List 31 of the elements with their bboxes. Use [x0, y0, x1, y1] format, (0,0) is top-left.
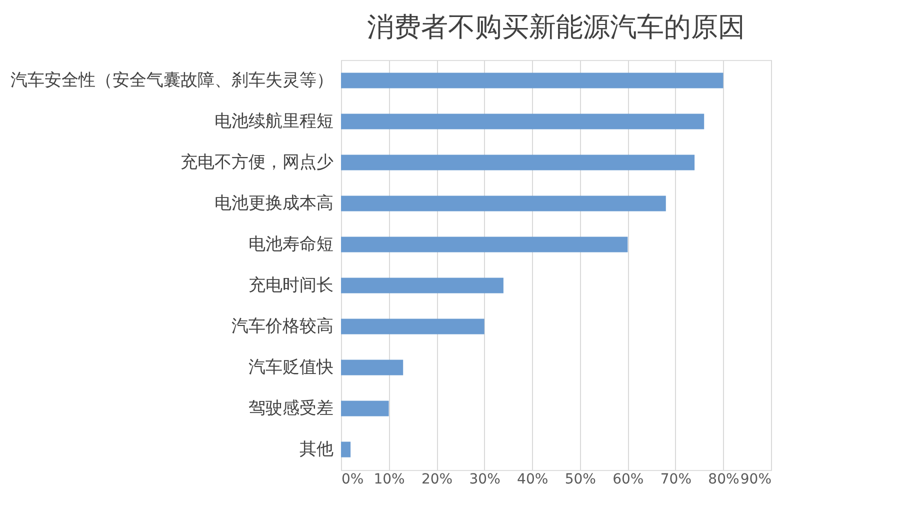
x-tick-label: 20%: [421, 472, 453, 488]
bar: [341, 72, 724, 88]
y-tick-label: 充电不方便，网点少: [180, 152, 334, 172]
y-tick-label: 电池更换成本高: [214, 194, 334, 214]
x-tick-label: 60%: [612, 472, 644, 488]
x-tick-label: 10%: [374, 472, 405, 488]
bar: [341, 442, 351, 458]
y-tick-label: 汽车安全性（安全气囊故障、刹车失灵等）: [10, 70, 334, 90]
y-tick-label: 汽车价格较高: [232, 316, 334, 336]
y-tick-label: 充电时间长: [248, 276, 334, 296]
x-tick-label: 40%: [517, 472, 548, 488]
bar: [341, 114, 704, 130]
x-tick-label: 80%: [708, 472, 740, 488]
y-tick-label: 驾驶感受差: [248, 398, 334, 418]
y-tick-label: 电池续航里程短: [214, 112, 334, 132]
y-tick-label: 电池寿命短: [248, 234, 334, 254]
x-tick-label: 30%: [469, 472, 500, 488]
bar: [341, 318, 484, 334]
bar: [341, 360, 404, 376]
x-tick-label: 50%: [564, 472, 596, 488]
bar: [341, 236, 628, 252]
bar: [341, 196, 666, 212]
bar: [341, 278, 504, 294]
bar: [341, 400, 389, 416]
x-tick-label: 0%: [342, 472, 364, 488]
bar: [341, 154, 695, 170]
y-tick-label: 汽车贬值快: [248, 358, 334, 378]
y-tick-label: 其他: [300, 440, 334, 460]
chart-title: 消费者不购买新能源汽车的原因: [367, 12, 745, 43]
x-tick-label: 70%: [660, 472, 692, 488]
x-tick-label: 90%: [740, 472, 772, 488]
